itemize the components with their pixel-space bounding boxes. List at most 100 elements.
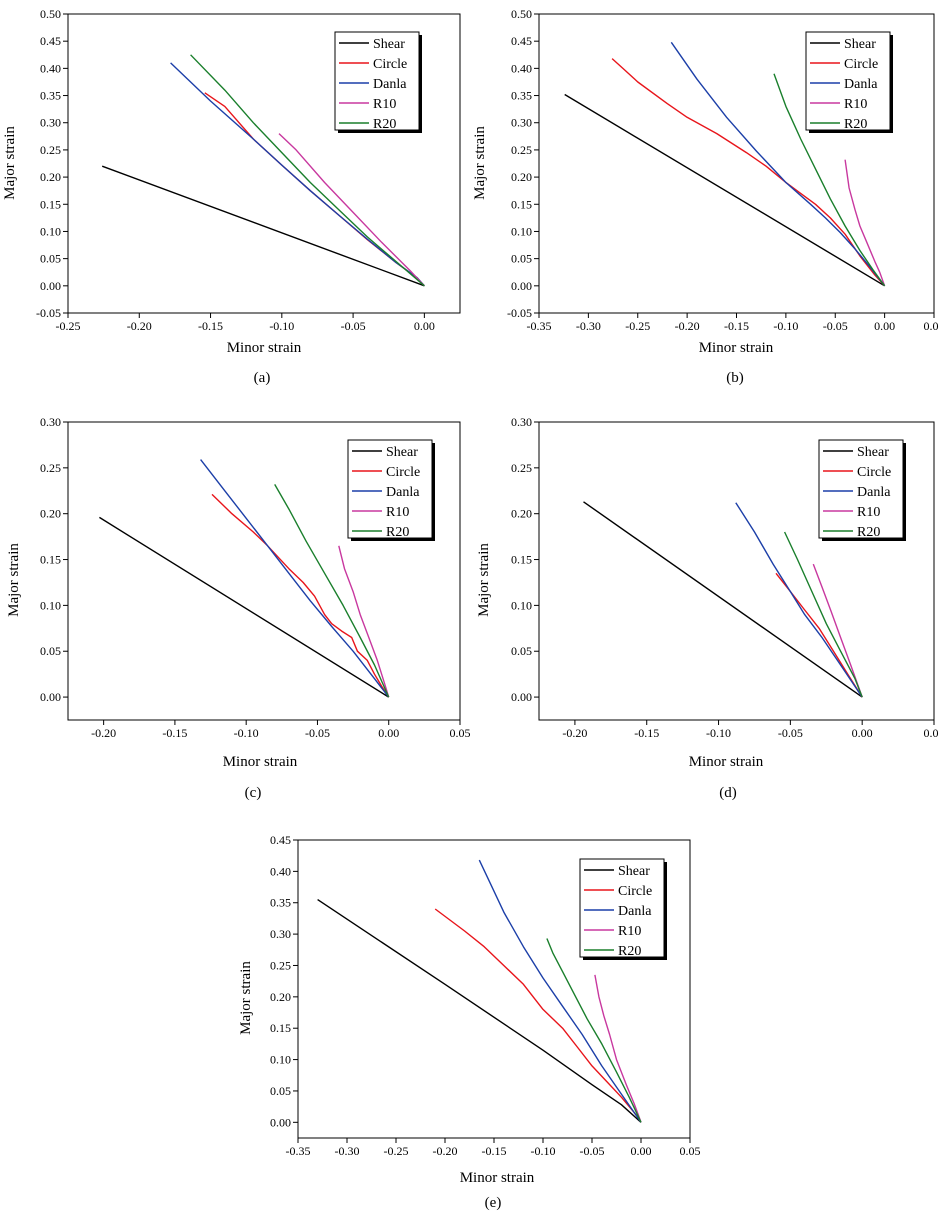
chart-panel-b: -0.35 -0.30 -0.25 -0.20 -0.15 -0.10 -0.05 0.00 0…: [472, 7, 939, 386]
legend-box: [579, 858, 665, 958]
legend-label: Circle: [373, 57, 407, 72]
y-tick-label: 0.10: [40, 598, 61, 612]
x-tick-label: -0.05: [580, 1144, 605, 1158]
x-tick-label: 0.05: [450, 726, 471, 740]
series-line-r10: [278, 133, 425, 287]
plot-frame: [67, 421, 461, 721]
series-line-shear: [101, 165, 425, 287]
x-tick-label: -0.35: [527, 319, 552, 333]
x-tick-label: -0.30: [335, 1144, 360, 1158]
y-axis-label: Major strain: [476, 543, 492, 617]
chart-panel-c: -0.20 -0.15 -0.10 -0.05 0.00 0.05 0.00 0.05 0.10…: [6, 415, 471, 801]
y-tick-label: -0.05: [36, 306, 61, 320]
y-tick-label: 0.35: [270, 896, 291, 910]
series-line-danla: [735, 502, 863, 698]
y-tick-label: 0.05: [40, 252, 61, 266]
series-line-r20: [274, 484, 390, 698]
x-tick-label: -0.35: [286, 1144, 311, 1158]
legend-box: [347, 439, 433, 539]
panel-caption: (c): [245, 785, 262, 801]
x-tick-label: -0.15: [634, 726, 659, 740]
chart-panel-d: -0.20 -0.15 -0.10 -0.05 0.00 0.05 0.00 0.05 0.10…: [476, 415, 939, 801]
series-line-r10: [338, 545, 390, 698]
x-tick-label: 0.00: [874, 319, 895, 333]
y-axis-label: Major strain: [6, 543, 22, 617]
y-tick-label: 0.25: [511, 461, 532, 475]
y-tick-label: 0.10: [270, 1053, 291, 1067]
x-tick-label: 0.05: [924, 319, 939, 333]
legend-label: Danla: [844, 77, 878, 92]
x-axis-label: Minor strain: [689, 754, 764, 770]
chart-panel-a: -0.25 -0.20 -0.15 -0.10 -0.05 0.00 -0.05 0.00 0.…: [2, 7, 461, 386]
x-tick-label: -0.25: [625, 319, 650, 333]
y-tick-label: 0.20: [40, 170, 61, 184]
legend-label: Shear: [618, 864, 650, 879]
y-tick-label: 0.20: [511, 170, 532, 184]
series-line-circle: [434, 908, 642, 1123]
y-axis-label: Major strain: [2, 126, 18, 200]
series-line-r20: [783, 531, 863, 698]
y-tick-label: 0.25: [511, 143, 532, 157]
plot-frame: [67, 13, 461, 314]
legend-label: Danla: [386, 485, 420, 500]
x-tick-label: -0.20: [433, 1144, 458, 1158]
y-tick-label: 0.30: [270, 927, 291, 941]
y-tick-label: 0.10: [511, 598, 532, 612]
x-tick-label: -0.15: [724, 319, 749, 333]
y-tick-label: 0.20: [40, 507, 61, 521]
y-tick-label: 0.20: [270, 990, 291, 1004]
y-tick-label: 0.00: [40, 279, 61, 293]
legend-label: R20: [844, 117, 867, 132]
x-tick-label: -0.15: [198, 319, 223, 333]
legend-label: R10: [844, 97, 867, 112]
legend-label: R20: [618, 944, 641, 959]
y-tick-label: 0.45: [40, 34, 61, 48]
y-tick-label: 0.40: [270, 864, 291, 878]
x-tick-label: -0.05: [341, 319, 366, 333]
series-line-circle: [611, 58, 886, 287]
y-tick-label: 0.50: [511, 7, 532, 21]
legend-label: Danla: [857, 485, 891, 500]
y-tick-label: 0.15: [40, 553, 61, 567]
y-tick-label: 0.25: [40, 461, 61, 475]
legend-label: R10: [373, 97, 396, 112]
y-tick-label: 0.15: [511, 553, 532, 567]
legend-label: R20: [386, 525, 409, 540]
y-tick-label: 0.45: [270, 833, 291, 847]
y-tick-label: 0.45: [511, 34, 532, 48]
panel-caption: (a): [254, 370, 271, 386]
x-tick-label: 0.00: [378, 726, 399, 740]
series-line-shear: [317, 899, 642, 1123]
series-line-shear: [583, 501, 863, 698]
x-tick-label: -0.25: [384, 1144, 409, 1158]
series-line-r20: [546, 938, 642, 1123]
series-line-shear: [564, 93, 885, 287]
legend-label: Circle: [618, 884, 652, 899]
legend-label: R10: [386, 505, 409, 520]
y-tick-label: 0.30: [40, 116, 61, 130]
legend-label: Shear: [373, 37, 405, 52]
y-axis-label: Major strain: [238, 961, 254, 1035]
panel-caption: (e): [485, 1195, 502, 1211]
x-tick-label: 0.00: [414, 319, 435, 333]
legend-box: [805, 31, 891, 131]
x-tick-label: 0.05: [924, 726, 939, 740]
x-axis-label: Minor strain: [227, 340, 302, 356]
y-tick-label: 0.00: [511, 279, 532, 293]
legend-label: Circle: [857, 465, 891, 480]
x-tick-label: 0.00: [852, 726, 873, 740]
x-tick-label: -0.10: [531, 1144, 556, 1158]
legend-label: Danla: [618, 904, 652, 919]
y-tick-label: 0.00: [270, 1115, 291, 1129]
x-tick-label: -0.20: [127, 319, 152, 333]
x-tick-label: -0.30: [576, 319, 601, 333]
legend-label: Shear: [386, 445, 418, 460]
legend-label: Shear: [844, 37, 876, 52]
panel-caption: (b): [726, 370, 744, 386]
legend-label: R20: [373, 117, 396, 132]
y-tick-label: 0.00: [511, 690, 532, 704]
y-tick-label: 0.40: [40, 61, 61, 75]
plot-frame: [538, 421, 935, 721]
series-line-danla: [200, 459, 390, 698]
y-tick-label: 0.05: [40, 644, 61, 658]
